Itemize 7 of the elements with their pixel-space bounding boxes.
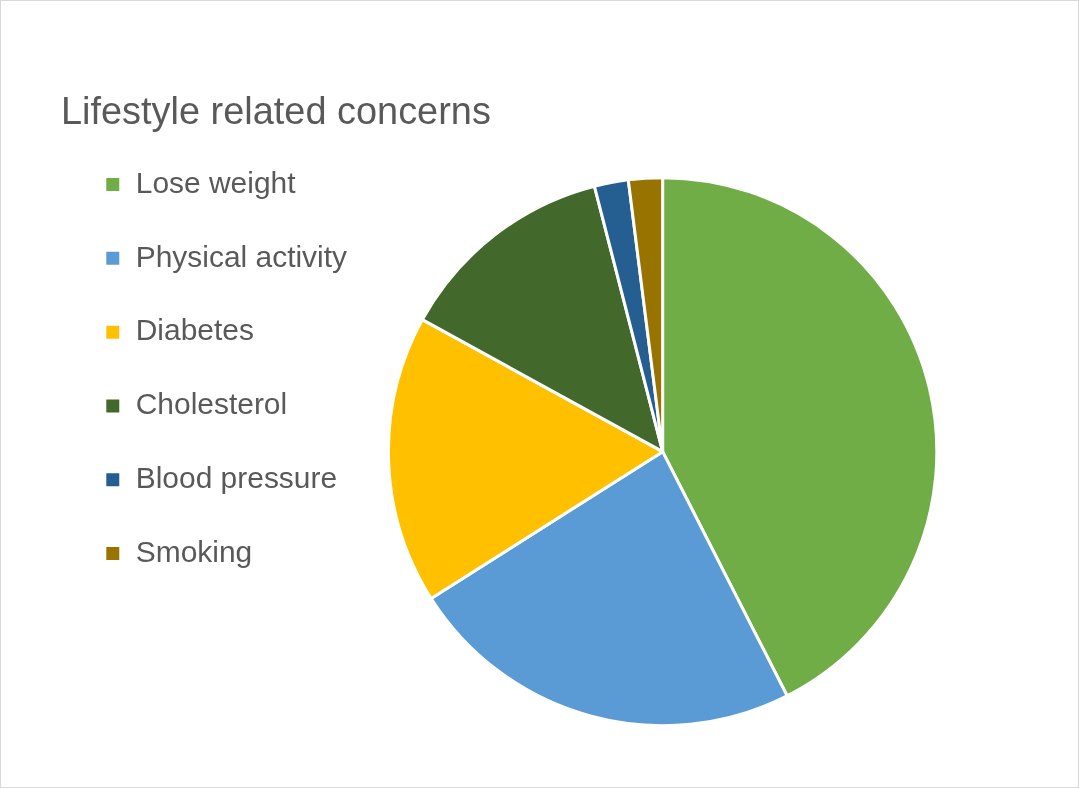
legend-label: Smoking [135, 534, 253, 568]
legend-label: Cholesterol [135, 387, 288, 421]
legend-label: Blood pressure [135, 461, 338, 495]
legend-label: Physical activity [135, 239, 348, 273]
chart-title: Lifestyle related concerns [60, 89, 491, 132]
legend-label: Lose weight [135, 165, 297, 199]
legend-label: Diabetes [135, 313, 254, 347]
